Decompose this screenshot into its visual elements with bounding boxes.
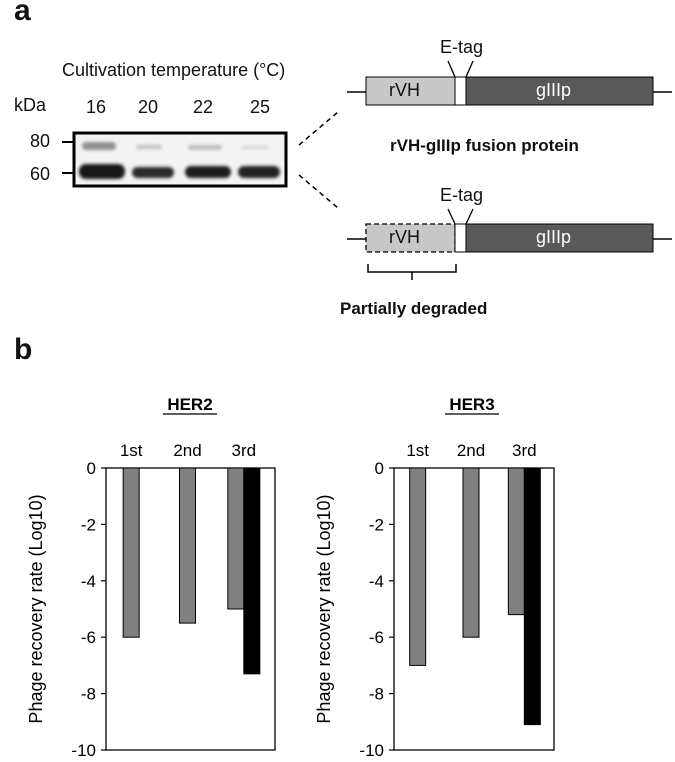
y-tick-label: 0 xyxy=(87,459,96,478)
y-axis-label: Phage recovery rate (Log10) xyxy=(26,494,46,723)
y-tick-label: -8 xyxy=(81,685,96,704)
y-tick-label: -6 xyxy=(81,628,96,647)
category-label: 2nd xyxy=(457,441,485,460)
y-tick-label: -2 xyxy=(369,515,384,534)
band-60kda xyxy=(238,166,280,178)
blot-title: Cultivation temperature (°C) xyxy=(62,60,286,80)
y-tick-label: -6 xyxy=(369,628,384,647)
giiip-domain xyxy=(465,223,654,253)
bar xyxy=(507,467,525,616)
band-60kda xyxy=(79,164,125,179)
y-tick-label: -2 xyxy=(81,515,96,534)
bar xyxy=(523,467,541,726)
giiip-domain xyxy=(465,76,654,106)
her2-chart: HER2 0 -2 -4 -6 -8 -10 Phage recovery rate (Log… xyxy=(26,395,276,760)
chart-title: HER2 xyxy=(167,395,212,414)
degraded-bracket xyxy=(367,264,457,280)
blot-unit-label: kDa xyxy=(14,95,47,115)
y-tick-label: -4 xyxy=(81,572,96,591)
lane-label: 22 xyxy=(193,97,214,117)
rvh-domain-degraded xyxy=(365,223,456,253)
giiip-label: gIIIp xyxy=(536,80,572,100)
category-label: 1st xyxy=(120,441,143,460)
construct-degraded xyxy=(347,208,672,280)
band-80kda xyxy=(242,146,268,149)
panel-a-letter: a xyxy=(14,0,31,27)
bar xyxy=(179,467,196,624)
y-tick-label: -10 xyxy=(359,741,384,760)
rvh-label: rVH xyxy=(389,80,420,100)
her3-chart: HER3 0 -2 -4 -6 -8 -10 Phage recovery rate (Log… xyxy=(314,395,555,760)
bar xyxy=(462,467,480,638)
western-blot xyxy=(72,131,288,188)
y-tick-label: -8 xyxy=(369,685,384,704)
bar xyxy=(227,467,245,610)
lane-label: 25 xyxy=(250,97,271,117)
dashed-connector xyxy=(298,174,339,209)
marker-label: 60 xyxy=(30,164,51,184)
etag-label: E-tag xyxy=(440,185,484,205)
panel-b-charts: HER2 0 -2 -4 -6 -8 -10 Phage recovery rate (Log… xyxy=(26,395,555,760)
chart-title: HER3 xyxy=(449,395,494,414)
category-label: 2nd xyxy=(173,441,201,460)
etag-domain xyxy=(454,76,467,106)
band-60kda xyxy=(132,167,174,178)
y-tick-label: -10 xyxy=(71,741,96,760)
y-tick-label: 0 xyxy=(375,459,384,478)
category-label: 3rd xyxy=(232,441,257,460)
bar xyxy=(243,467,261,675)
panel-b-letter: b xyxy=(14,333,33,366)
band-80kda xyxy=(136,145,162,149)
rvh-label: rVH xyxy=(389,227,420,247)
marker-label: 80 xyxy=(30,131,51,151)
lane-label: 20 xyxy=(138,97,159,117)
bar xyxy=(409,467,427,666)
y-tick-label: -4 xyxy=(369,572,384,591)
category-label: 3rd xyxy=(512,441,537,460)
band-80kda xyxy=(82,142,116,150)
etag-label: E-tag xyxy=(440,37,484,57)
band-80kda xyxy=(188,145,222,150)
giiip-label: gIIIp xyxy=(536,227,572,247)
construct-caption: rVH-gIIIp fusion protein xyxy=(390,136,579,155)
dashed-connector xyxy=(298,111,339,146)
rvh-domain xyxy=(365,76,456,106)
construct-caption: Partially degraded xyxy=(340,299,488,318)
etag-domain xyxy=(454,223,467,253)
construct-intact xyxy=(347,60,672,106)
category-label: 1st xyxy=(406,441,429,460)
panel-a-graphics xyxy=(62,60,672,280)
lane-label: 16 xyxy=(86,97,107,117)
band-60kda xyxy=(185,166,231,178)
y-axis-label: Phage recovery rate (Log10) xyxy=(314,494,334,723)
bar xyxy=(122,467,140,638)
